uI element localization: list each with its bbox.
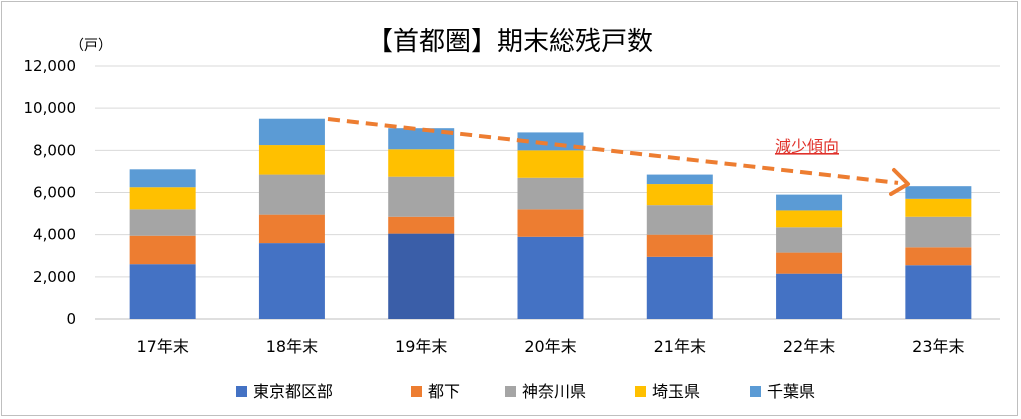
- bar-segment: [258, 145, 325, 175]
- bar-segment: [258, 174, 325, 215]
- bar-segment: [905, 216, 972, 248]
- x-tick-label: 21年末: [654, 337, 706, 356]
- bar-segment: [646, 234, 713, 257]
- bar-segment: [129, 264, 196, 319]
- legend-label: 千葉県: [767, 382, 815, 401]
- trend-arrow-line: [327, 117, 899, 185]
- x-tick-label: 23年末: [912, 337, 964, 356]
- y-tick-label: 10,000: [24, 99, 77, 117]
- bar-segment: [905, 247, 972, 266]
- x-axis-ticks: 17年末 18年末 19年末 20年末 21年末 22年末 23年末: [136, 337, 964, 356]
- bar-segment: [129, 187, 196, 210]
- bar-segment: [776, 227, 843, 253]
- x-tick-label: 18年末: [266, 337, 318, 356]
- trend-annotation: 減少傾向: [327, 117, 910, 196]
- bar-segment: [646, 205, 713, 235]
- x-tick-label: 20年末: [524, 337, 576, 356]
- bar-segment: [776, 273, 843, 319]
- legend-label: 神奈川県: [522, 382, 586, 401]
- bar-segment: [388, 233, 455, 319]
- y-tick-label: 8,000: [33, 141, 76, 159]
- bar-segment: [517, 236, 584, 319]
- bar-segment: [388, 176, 455, 217]
- legend-swatch: [411, 386, 422, 397]
- y-tick-label: 4,000: [33, 226, 76, 244]
- bar-segment: [905, 186, 972, 199]
- bar-segment: [258, 243, 325, 319]
- y-tick-label: 12,000: [24, 57, 77, 75]
- legend-label: 都下: [428, 382, 460, 401]
- bar-segment: [388, 149, 455, 177]
- bar-segment: [905, 198, 972, 217]
- y-unit-label: （戸）: [70, 38, 112, 54]
- bar-segment: [129, 235, 196, 265]
- legend-label: 東京都区部: [253, 382, 333, 401]
- legend: 東京都区部 都下 神奈川県 埼玉県 千葉県: [236, 382, 815, 401]
- x-tick-label: 19年末: [395, 337, 447, 356]
- y-tick-label: 2,000: [33, 268, 76, 286]
- y-axis-ticks: 0 2,000 4,000 6,000 8,000 10,000 12,000: [24, 57, 77, 328]
- bar-segment: [517, 150, 584, 178]
- trend-arrow-head: [889, 168, 910, 196]
- bar-segment: [646, 256, 713, 319]
- x-tick-label: 17年末: [136, 337, 188, 356]
- bar-segment: [646, 174, 713, 185]
- y-tick-label: 6,000: [33, 184, 76, 202]
- bar-segment: [776, 210, 843, 228]
- bar-segment: [776, 194, 843, 211]
- legend-swatch: [750, 386, 761, 397]
- bar-segment: [517, 209, 584, 237]
- bar-segment: [517, 177, 584, 210]
- legend-swatch: [505, 386, 516, 397]
- legend-swatch: [635, 386, 646, 397]
- bar-segment: [129, 169, 196, 188]
- bars: [129, 118, 972, 319]
- bar-segment: [258, 214, 325, 244]
- bar-segment: [388, 216, 455, 234]
- bar-segment: [388, 128, 455, 150]
- y-tick-label: 0: [66, 310, 76, 328]
- trend-label: 減少傾向: [775, 137, 839, 156]
- x-tick-label: 22年末: [783, 337, 835, 356]
- chart-title: 【首都圏】期末総残戸数: [367, 27, 653, 57]
- bar-segment: [517, 132, 584, 151]
- bar-segment: [905, 265, 972, 319]
- bar-segment: [646, 184, 713, 206]
- legend-swatch: [236, 386, 247, 397]
- bar-segment: [258, 118, 325, 146]
- bar-segment: [776, 252, 843, 274]
- legend-label: 埼玉県: [652, 382, 700, 401]
- bar-segment: [129, 209, 196, 236]
